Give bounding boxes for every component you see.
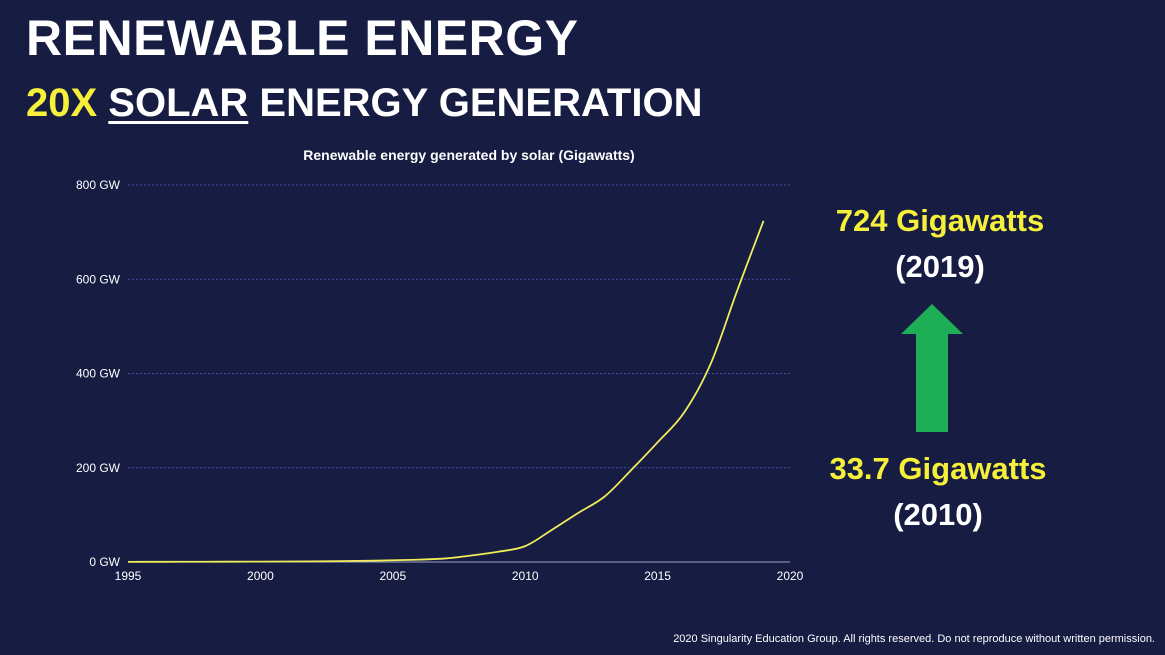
stat-2010: 33.7 Gigawatts (2010) <box>778 450 1098 534</box>
x-tick-label: 2015 <box>644 569 671 583</box>
stat-2010-value: 33.7 Gigawatts <box>829 451 1047 486</box>
y-tick-label: 800 GW <box>76 178 121 192</box>
gridlines <box>128 184 790 469</box>
series-layer <box>127 220 765 563</box>
chart-title: Renewable energy generated by solar (Gig… <box>303 147 634 163</box>
y-tick-label: 400 GW <box>76 367 121 381</box>
slide-title: RENEWABLE ENERGY <box>26 10 579 66</box>
subtitle-multiplier: 20X <box>26 81 98 125</box>
y-tick-label: 600 GW <box>76 272 121 286</box>
copyright-footer: 2020 Singularity Education Group. All ri… <box>673 633 1155 645</box>
subtitle-solar: SOLAR <box>108 81 249 125</box>
up-arrow-icon <box>901 304 963 432</box>
stat-2019-value: 724 Gigawatts <box>835 203 1045 238</box>
axes: 0 GW 200 GW 400 GW 600 GW 800 GW 1995 2000 2005… <box>76 178 804 583</box>
x-tick-label: 1995 <box>115 569 142 583</box>
x-tick-label: 2000 <box>247 569 274 583</box>
stat-2010-year: (2010) <box>893 497 983 532</box>
series-line-solar <box>127 220 765 563</box>
x-tick-label: 2005 <box>379 569 406 583</box>
slide-subtitle: 20X SOLAR ENERGY GENERATION <box>26 78 702 128</box>
x-tick-label: 2010 <box>512 569 539 583</box>
stat-2019: 724 Gigawatts (2019) <box>780 202 1100 286</box>
x-tick-label: 2020 <box>777 569 804 583</box>
subtitle-rest: ENERGY GENERATION <box>259 81 703 125</box>
y-tick-label: 200 GW <box>76 461 121 475</box>
stat-2019-year: (2019) <box>895 249 985 284</box>
y-tick-label: 0 GW <box>89 555 120 569</box>
